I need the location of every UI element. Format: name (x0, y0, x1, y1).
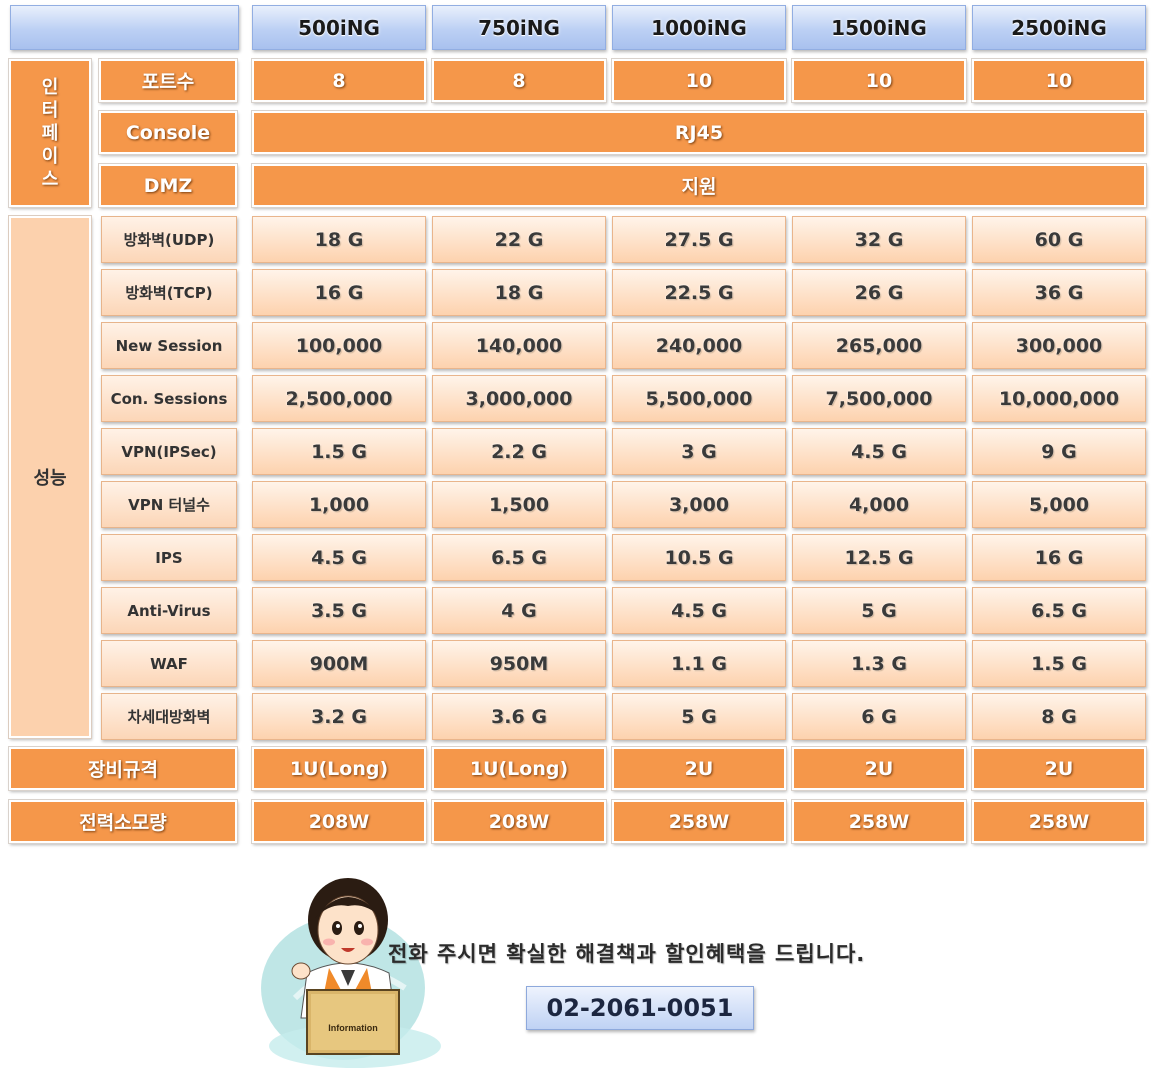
perf-value-cell: 265,000 (792, 322, 966, 369)
console-value: RJ45 (251, 110, 1147, 155)
perf-row-label: WAF (101, 640, 237, 687)
perf-value-cell: 3.6 G (432, 693, 606, 740)
power-value: 258W (971, 799, 1147, 844)
perf-value-cell: 2,500,000 (252, 375, 426, 422)
information-sign-text: Information (328, 1023, 378, 1033)
perf-value-cell: 6.5 G (432, 534, 606, 581)
perf-value-cell: 3,000 (612, 481, 786, 528)
ports-value: 10 (611, 58, 787, 103)
interface-group-char: 이 (41, 145, 59, 167)
perf-value-cell: 60 G (972, 216, 1146, 263)
interface-group-char: 인 (41, 76, 59, 98)
perf-value-cell: 3 G (612, 428, 786, 475)
perf-value-cell: 32 G (792, 216, 966, 263)
perf-value-cell: 900M (252, 640, 426, 687)
perf-value-cell: 18 G (252, 216, 426, 263)
perf-value-cell: 3,000,000 (432, 375, 606, 422)
perf-value-cell: 8 G (972, 693, 1146, 740)
row-label-ports: 포트수 (98, 58, 238, 103)
perf-row-label: 방화벽(UDP) (101, 216, 237, 263)
promo-message: 전화 주시면 확실한 해결책과 할인혜택을 드립니다. (388, 942, 866, 966)
perf-value-cell: 36 G (972, 269, 1146, 316)
perf-value-cell: 7,500,000 (792, 375, 966, 422)
perf-value-cell: 1.5 G (252, 428, 426, 475)
model-header-750ing: 750iNG (432, 5, 606, 50)
interface-group-char: 터 (41, 99, 59, 121)
perf-value-cell: 6 G (792, 693, 966, 740)
model-header-500ing: 500iNG (252, 5, 426, 50)
perf-row-label: Anti-Virus (101, 587, 237, 634)
interface-group-label: 인 터 페 이 스 (8, 58, 92, 208)
perf-value-cell: 4.5 G (612, 587, 786, 634)
row-label-dmz: DMZ (98, 163, 238, 208)
perf-value-cell: 240,000 (612, 322, 786, 369)
perf-value-cell: 26 G (792, 269, 966, 316)
power-value: 208W (431, 799, 607, 844)
row-label-console: Console (98, 110, 238, 155)
power-value: 208W (251, 799, 427, 844)
perf-value-cell: 1,500 (432, 481, 606, 528)
perf-value-cell: 16 G (252, 269, 426, 316)
perf-value-cell: 140,000 (432, 322, 606, 369)
perf-value-cell: 300,000 (972, 322, 1146, 369)
perf-value-cell: 100,000 (252, 322, 426, 369)
perf-row-label: 방화벽(TCP) (101, 269, 237, 316)
perf-value-cell: 9 G (972, 428, 1146, 475)
model-header-1500ing: 1500iNG (792, 5, 966, 50)
perf-value-cell: 3.2 G (252, 693, 426, 740)
perf-value-cell: 5,500,000 (612, 375, 786, 422)
perf-value-cell: 1,000 (252, 481, 426, 528)
power-value: 258W (611, 799, 787, 844)
row-label-power: 전력소모량 (8, 799, 238, 844)
perf-value-cell: 3.5 G (252, 587, 426, 634)
ports-value: 10 (971, 58, 1147, 103)
perf-row-label: VPN(IPSec) (101, 428, 237, 475)
perf-value-cell: 22 G (432, 216, 606, 263)
perf-value-cell: 4 G (432, 587, 606, 634)
perf-value-cell: 5 G (792, 587, 966, 634)
model-header-2500ing: 2500iNG (972, 5, 1146, 50)
interface-group-char: 페 (41, 122, 59, 144)
header-corner (10, 5, 239, 50)
perf-row-label: New Session (101, 322, 237, 369)
form-factor-value: 1U(Long) (251, 746, 427, 791)
row-label-form-factor: 장비규격 (8, 746, 238, 791)
perf-row-label: IPS (101, 534, 237, 581)
perf-value-cell: 1.1 G (612, 640, 786, 687)
interface-group-char: 스 (41, 168, 59, 190)
ports-value: 8 (431, 58, 607, 103)
form-factor-value: 2U (791, 746, 967, 791)
perf-row-label: Con. Sessions (101, 375, 237, 422)
perf-value-cell: 950M (432, 640, 606, 687)
form-factor-value: 2U (611, 746, 787, 791)
ports-value: 10 (791, 58, 967, 103)
perf-value-cell: 5 G (612, 693, 786, 740)
ports-value: 8 (251, 58, 427, 103)
phone-number-box: 02-2061-0051 (526, 986, 754, 1030)
perf-value-cell: 2.2 G (432, 428, 606, 475)
perf-value-cell: 1.5 G (972, 640, 1146, 687)
perf-value-cell: 4,000 (792, 481, 966, 528)
dmz-value: 지원 (251, 163, 1147, 208)
model-header-1000ing: 1000iNG (612, 5, 786, 50)
power-value: 258W (791, 799, 967, 844)
perf-row-label: VPN 터널수 (101, 481, 237, 528)
performance-group-label: 성능 (8, 215, 92, 739)
perf-value-cell: 5,000 (972, 481, 1146, 528)
perf-value-cell: 12.5 G (792, 534, 966, 581)
perf-value-cell: 16 G (972, 534, 1146, 581)
perf-value-cell: 4.5 G (792, 428, 966, 475)
perf-value-cell: 27.5 G (612, 216, 786, 263)
perf-value-cell: 6.5 G (972, 587, 1146, 634)
form-factor-value: 1U(Long) (431, 746, 607, 791)
perf-value-cell: 4.5 G (252, 534, 426, 581)
perf-value-cell: 10.5 G (612, 534, 786, 581)
perf-value-cell: 1.3 G (792, 640, 966, 687)
perf-value-cell: 10,000,000 (972, 375, 1146, 422)
perf-value-cell: 22.5 G (612, 269, 786, 316)
information-mascot-illustration: Information (261, 878, 441, 1068)
perf-value-cell: 18 G (432, 269, 606, 316)
form-factor-value: 2U (971, 746, 1147, 791)
perf-row-label: 차세대방화벽 (101, 693, 237, 740)
